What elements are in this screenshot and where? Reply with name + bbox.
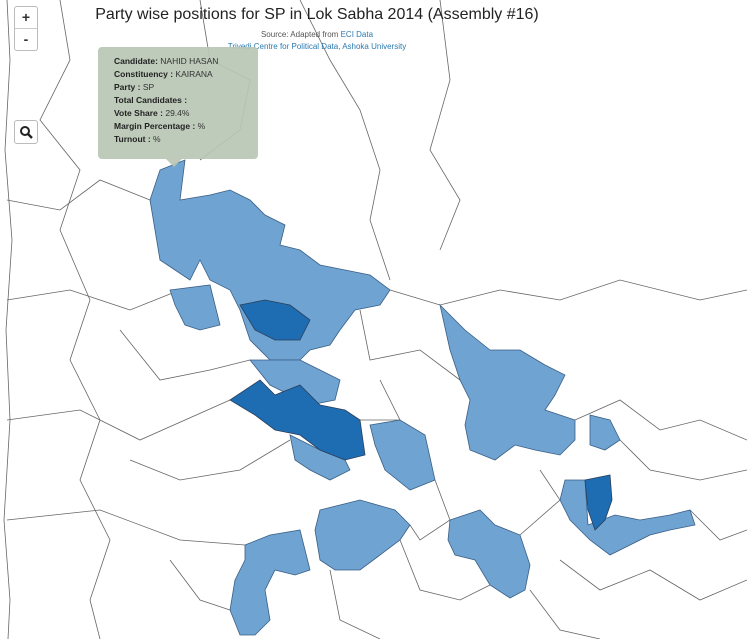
region (369, 419, 436, 491)
tooltip-label: Vote Share : (114, 108, 163, 118)
tooltip-row: Margin Percentage : % (114, 120, 252, 133)
region (589, 414, 621, 451)
region (439, 303, 576, 461)
credit-link[interactable]: Trivedi Centre for Political Data, Ashok… (227, 42, 407, 51)
tooltip: Candidate: NAHID HASAN Constituency : KAI… (98, 47, 258, 167)
credit-line: Trivedi Centre for Political Data, Ashok… (0, 42, 634, 51)
tooltip-value: % (153, 134, 161, 144)
tooltip-value: % (197, 121, 206, 131)
tooltip-row: Candidate: NAHID HASAN (114, 55, 252, 68)
search-button[interactable] (14, 120, 38, 144)
region (249, 359, 341, 406)
zoom-out[interactable]: - (15, 28, 37, 50)
tooltip-value: 29.4% (165, 108, 190, 118)
source-link[interactable]: ECI Data (340, 30, 374, 39)
region (314, 499, 411, 571)
sp-regions (149, 159, 696, 636)
tooltip-row: Constituency : KAIRANA (114, 68, 252, 81)
tooltip-label: Candidate: (114, 56, 158, 66)
region (559, 479, 696, 556)
search-icon (20, 126, 33, 139)
zoom-control: + - (14, 6, 38, 51)
tooltip-row: Party : SP (114, 81, 252, 94)
tooltip-row: Total Candidates : (114, 94, 252, 107)
tooltip-label: Total Candidates : (114, 95, 188, 105)
source-text: Source: Adapted from (260, 30, 339, 39)
tooltip-label: Margin Percentage : (114, 121, 196, 131)
region (149, 159, 391, 361)
region (169, 284, 221, 331)
region (229, 529, 311, 636)
tooltip-row: Vote Share : 29.4% (114, 107, 252, 120)
tooltip-row: Turnout : % (114, 133, 252, 146)
tooltip-value: SP (142, 82, 155, 92)
tooltip-label: Turnout : (114, 134, 151, 144)
source-line: Source: Adapted from ECI Data (0, 30, 634, 39)
region (447, 509, 531, 599)
region (229, 379, 366, 461)
region (584, 474, 613, 531)
tooltip-label: Constituency : (114, 69, 174, 79)
map-title: Party wise positions for SP in Lok Sabha… (95, 6, 539, 23)
region (239, 299, 311, 341)
zoom-in[interactable]: + (21, 9, 31, 25)
tooltip-label: Party : (114, 82, 141, 92)
tooltip-value: NAHID HASAN (160, 56, 219, 66)
tooltip-value: KAIRANA (175, 69, 213, 79)
